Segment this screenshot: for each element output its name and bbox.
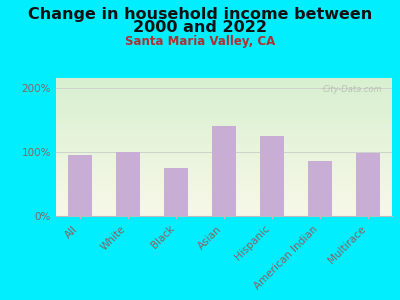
Text: 2000 and 2022: 2000 and 2022 [133, 20, 267, 34]
Bar [260, 136, 284, 216]
Bar [308, 161, 332, 216]
Text: City-Data.com: City-Data.com [322, 85, 382, 94]
Bar [164, 168, 188, 216]
Text: Change in household income between: Change in household income between [28, 8, 372, 22]
Text: Santa Maria Valley, CA: Santa Maria Valley, CA [125, 34, 275, 47]
Bar [212, 126, 236, 216]
Bar [356, 153, 380, 216]
Bar [68, 155, 92, 216]
Bar [116, 152, 140, 216]
